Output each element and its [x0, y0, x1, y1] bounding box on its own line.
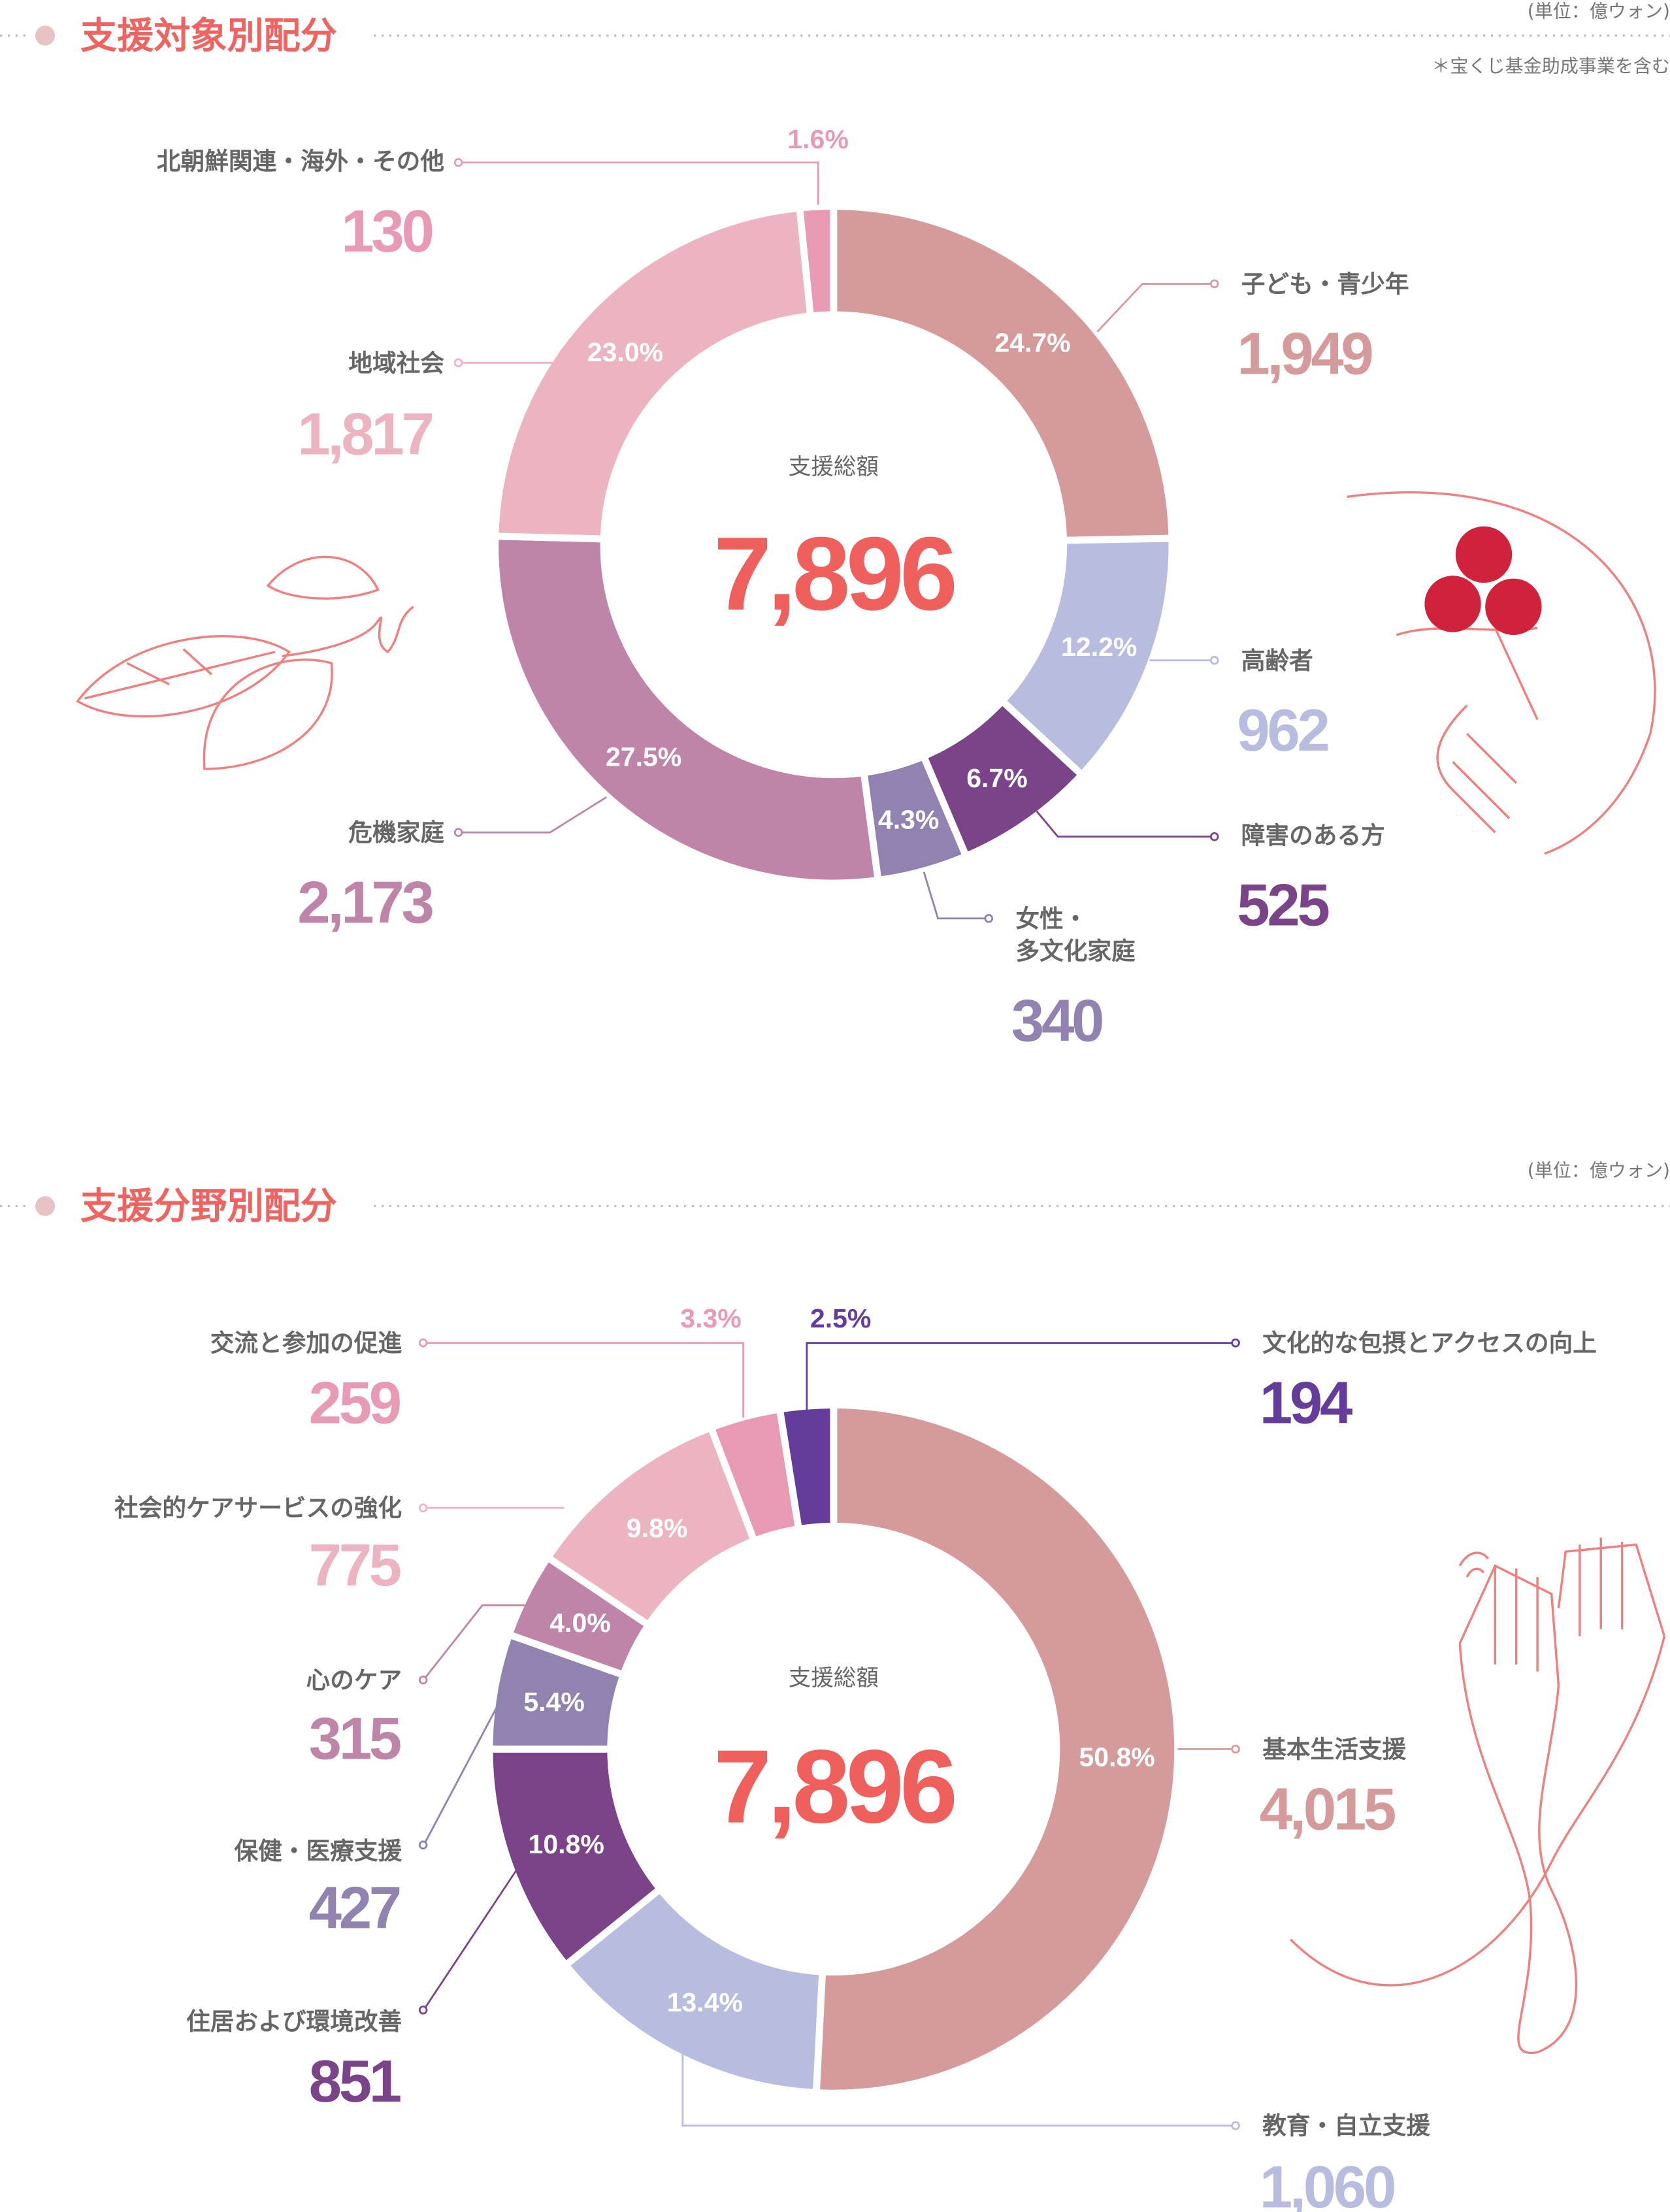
- svg-text:社会的ケアサービスの強化: 社会的ケアサービスの強化: [114, 1494, 402, 1522]
- pct-label: 4.0%: [549, 1608, 610, 1638]
- callout-basic-living: 基本生活支援 4,015: [1177, 1735, 1407, 1842]
- hands-illustration: [1290, 1537, 1666, 2055]
- callout-health: 保健・医療支援 427: [234, 1699, 502, 1942]
- donut-slice: [812, 1401, 1182, 2097]
- svg-text:障害のある方: 障害のある方: [1241, 821, 1385, 849]
- svg-text:427: 427: [309, 1876, 400, 1942]
- flower-bullet-icon: [35, 1196, 56, 1216]
- donut-chart-target: 24.7% 12.2% 6.7% 4.3% 27.5% 23.0%: [491, 203, 1176, 887]
- callout-education: 教育・自立支援 1,060: [681, 2031, 1430, 2212]
- callout-housing: 住居および環境改善 851: [186, 1861, 523, 2115]
- center-label: 支援総額: [789, 1665, 879, 1691]
- donut-chart-field: 50.8% 13.4% 10.8% 5.4% 4.0% 9.8%: [485, 1401, 1182, 2097]
- berry-icon: [1424, 576, 1481, 632]
- callout-children: 子ども・青少年 1,949: [1096, 270, 1409, 387]
- callouts-field: 基本生活支援 4,015 教育・自立支援 1,060 住居および環境改善 851…: [114, 1303, 1597, 2212]
- donut-slice: [491, 532, 883, 887]
- svg-text:交流と参加の促進: 交流と参加の促進: [210, 1329, 402, 1358]
- pct-label: 10.8%: [529, 1829, 604, 1859]
- pct-label: 2.5%: [810, 1303, 871, 1333]
- center-label: 支援総額: [789, 454, 879, 480]
- svg-text:2,173: 2,173: [297, 870, 433, 935]
- pct-label: 9.8%: [627, 1513, 687, 1543]
- pct-label: 6.7%: [966, 763, 1027, 793]
- pct-label: 1.6%: [787, 124, 848, 154]
- svg-text:194: 194: [1260, 1371, 1352, 1437]
- svg-text:心のケア: 心のケア: [306, 1667, 402, 1695]
- section1-header: 支援対象別配分 (単位：億ウォン) ＊宝くじ基金助成事業を含む: [0, 0, 1670, 77]
- pct-label: 12.2%: [1061, 632, 1137, 662]
- svg-text:基本生活支援: 基本生活支援: [1262, 1735, 1406, 1763]
- callouts-target: 子ども・青少年 1,949 高齢者 962 障害のある方 525 女性・ 多文化…: [157, 124, 1409, 1054]
- flower-bullet-icon: [35, 25, 56, 46]
- pct-label: 24.7%: [994, 327, 1070, 357]
- svg-text:北朝鮮関連・海外・その他: 北朝鮮関連・海外・その他: [157, 148, 444, 176]
- center-total: 7,896: [713, 515, 955, 632]
- pct-label: 4.3%: [878, 804, 939, 834]
- svg-text:259: 259: [309, 1371, 401, 1437]
- svg-text:851: 851: [309, 2049, 401, 2115]
- berries-hand-illustration: [1347, 491, 1656, 855]
- berry-icon: [1455, 526, 1513, 583]
- berry-icon: [1485, 578, 1542, 635]
- center-total: 7,896: [713, 1728, 955, 1845]
- unit-note: (単位：億ウォン): [1528, 0, 1670, 22]
- svg-text:775: 775: [309, 1533, 401, 1599]
- callout-mental-care: 心のケア 315: [306, 1604, 525, 1772]
- pct-label: 23.0%: [587, 337, 663, 367]
- callout-elderly: 高齢者 962: [1149, 647, 1331, 764]
- svg-text:高齢者: 高齢者: [1241, 647, 1313, 675]
- svg-text:危機家庭: 危機家庭: [348, 819, 444, 847]
- pct-label: 5.4%: [523, 1687, 584, 1717]
- donut-slice: [795, 203, 838, 320]
- callout-social-care: 社会的ケアサービスの強化 775: [114, 1494, 565, 1599]
- svg-text:文化的な包摂とアクセスの向上: 文化的な包摂とアクセスの向上: [1262, 1329, 1597, 1358]
- svg-text:1,060: 1,060: [1260, 2155, 1394, 2212]
- callout-women-multicultural: 女性・ 多文化家庭 340: [923, 871, 1136, 1054]
- section2-title: 支援分野別配分: [80, 1186, 337, 1228]
- callout-community: 地域社会 1,817: [297, 349, 553, 468]
- svg-text:住居および環境改善: 住居および環境改善: [186, 2008, 402, 2036]
- donut-slice: [561, 1883, 827, 2097]
- svg-text:962: 962: [1237, 698, 1328, 764]
- svg-text:地域社会: 地域社会: [348, 349, 444, 377]
- svg-text:1,817: 1,817: [297, 402, 432, 468]
- pct-label: 3.3%: [680, 1303, 741, 1333]
- callout-north-korea-overseas: 北朝鮮関連・海外・その他 130 1.6%: [157, 124, 849, 265]
- svg-text:教育・自立支援: 教育・自立支援: [1262, 2112, 1430, 2140]
- pct-label: 27.5%: [606, 741, 681, 772]
- svg-text:女性・: 女性・: [1015, 905, 1087, 933]
- callout-exchange: 交流と参加の促進 259 3.3%: [210, 1303, 745, 1437]
- svg-text:保健・医療支援: 保健・医療支援: [234, 1837, 402, 1865]
- donut-slice: [776, 1401, 838, 1533]
- svg-text:525: 525: [1237, 873, 1328, 939]
- svg-text:315: 315: [309, 1706, 401, 1772]
- svg-text:130: 130: [341, 199, 432, 265]
- pct-label: 13.4%: [667, 1987, 743, 2017]
- svg-text:1,949: 1,949: [1237, 321, 1372, 387]
- leaves-illustration: [76, 555, 414, 770]
- pct-label: 50.8%: [1079, 1742, 1154, 1772]
- unit-note: (単位：億ウォン): [1528, 1160, 1670, 1181]
- svg-text:多文化家庭: 多文化家庭: [1015, 937, 1136, 965]
- svg-text:子ども・青少年: 子ども・青少年: [1241, 270, 1409, 298]
- section2-header: 支援分野別配分 (単位：億ウォン): [0, 1160, 1670, 1228]
- callout-disabled: 障害のある方 525: [1036, 810, 1385, 939]
- donut-slice: [491, 204, 815, 543]
- svg-text:4,015: 4,015: [1260, 1776, 1395, 1842]
- callout-culture: 文化的な包摂とアクセスの向上 194 2.5%: [806, 1303, 1597, 1437]
- footnote: ＊宝くじ基金助成事業を含む: [1432, 56, 1670, 77]
- callout-crisis-families: 危機家庭 2,173: [297, 796, 608, 935]
- donut-slice: [830, 203, 1176, 544]
- svg-text:340: 340: [1011, 988, 1102, 1054]
- section1-title: 支援対象別配分: [80, 15, 337, 57]
